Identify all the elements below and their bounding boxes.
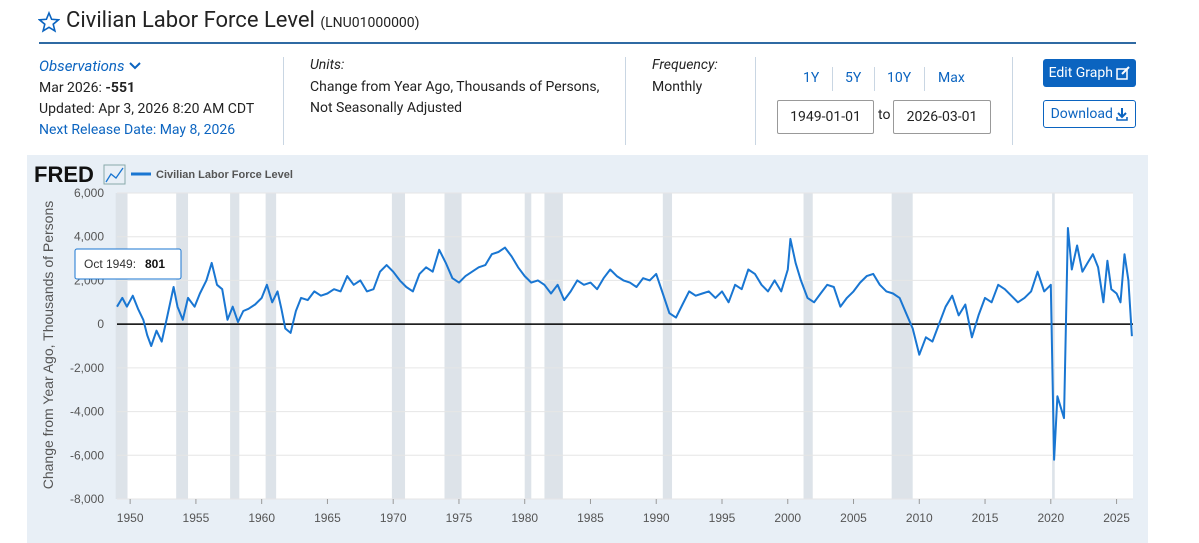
y-tick-label: 0 bbox=[97, 317, 104, 331]
recession-band bbox=[803, 193, 813, 499]
frequency-heading: Frequency: bbox=[652, 57, 718, 73]
recession-band bbox=[891, 193, 913, 499]
series-id: (LNU01000000) bbox=[320, 15, 420, 31]
edit-label: Edit Graph bbox=[1048, 65, 1113, 81]
edit-icon bbox=[1116, 66, 1131, 80]
logo-icon bbox=[105, 167, 124, 183]
latest-label: Mar 2026: bbox=[39, 80, 102, 96]
recession-band bbox=[176, 193, 189, 499]
x-tick-label: 1955 bbox=[183, 511, 210, 525]
y-tick-label: -4,000 bbox=[70, 405, 104, 419]
tooltip: Oct 1949: 801 bbox=[74, 248, 182, 280]
end-date[interactable]: 2026-03-01 bbox=[893, 100, 991, 134]
legend-label: Civilian Labor Force Level bbox=[156, 169, 293, 181]
x-tick-label: 1995 bbox=[709, 511, 736, 525]
header-rule bbox=[39, 42, 1136, 44]
tooltip-box bbox=[74, 248, 182, 280]
recession-band bbox=[115, 193, 128, 499]
brand-logo: FRED bbox=[34, 162, 94, 187]
observations-heading: Observations bbox=[39, 57, 125, 75]
range-button[interactable]: 5Y bbox=[845, 70, 862, 86]
download-label: Download bbox=[1050, 106, 1113, 122]
frequency-value: Monthly bbox=[652, 79, 703, 95]
x-tick-label: 2010 bbox=[906, 511, 933, 525]
updated: Updated: Apr 3, 2026 8:20 AM CDT bbox=[39, 101, 255, 117]
x-tick-label: 1950 bbox=[117, 511, 144, 525]
start-date[interactable]: 1949-01-01 bbox=[777, 100, 874, 134]
download-icon bbox=[1116, 107, 1129, 121]
plot-area bbox=[117, 193, 1133, 499]
range-separator: to bbox=[878, 107, 891, 123]
recession-band bbox=[265, 193, 277, 499]
x-tick-label: 1990 bbox=[643, 511, 670, 525]
tooltip-value: 801 bbox=[145, 257, 165, 271]
units-heading: Units: bbox=[310, 57, 345, 73]
x-tick-label: 1980 bbox=[511, 511, 538, 525]
x-tick-label: 1965 bbox=[314, 511, 341, 525]
y-tick-label: -6,000 bbox=[70, 448, 104, 462]
x-tick-label: 2020 bbox=[1037, 511, 1064, 525]
title: Civilian Labor Force Level (LNU01000000) bbox=[66, 8, 420, 33]
next-release[interactable]: Next Release Date: May 8, 2026 bbox=[39, 122, 236, 138]
logo-frame bbox=[103, 164, 126, 185]
x-tick-label: 2025 bbox=[1103, 511, 1130, 525]
recession-band bbox=[230, 193, 240, 499]
divider bbox=[283, 57, 284, 145]
divider bbox=[625, 57, 626, 145]
title-text: Civilian Labor Force Level bbox=[66, 8, 315, 33]
x-tick-label: 2005 bbox=[840, 511, 867, 525]
y-tick-label: -2,000 bbox=[70, 361, 104, 375]
x-tick-label: 1975 bbox=[446, 511, 473, 525]
y-tick-label: 6,000 bbox=[74, 186, 104, 200]
x-tick-label: 2000 bbox=[774, 511, 801, 525]
tooltip-label: Oct 1949: bbox=[84, 257, 136, 271]
series-line bbox=[116, 227, 1133, 461]
chevron bbox=[129, 62, 141, 70]
divider bbox=[755, 57, 756, 145]
divider bbox=[924, 67, 925, 91]
divider bbox=[874, 67, 875, 91]
recession-band bbox=[391, 193, 406, 499]
x-tick-label: 1985 bbox=[577, 511, 604, 525]
units-line: Not Seasonally Adjusted bbox=[310, 100, 463, 116]
latest: Mar 2026: -551 bbox=[39, 80, 135, 96]
y-tick-label: 4,000 bbox=[74, 230, 104, 244]
range-button[interactable]: 1Y bbox=[803, 70, 820, 86]
star-icon[interactable] bbox=[38, 11, 60, 33]
recession-band bbox=[444, 193, 462, 499]
recession-band bbox=[544, 193, 563, 499]
recession-band bbox=[524, 193, 532, 499]
range-button[interactable]: 10Y bbox=[887, 70, 912, 86]
y-tick-label: -8,000 bbox=[70, 492, 104, 506]
recession-band bbox=[662, 193, 673, 499]
x-tick-label: 1960 bbox=[248, 511, 275, 525]
divider bbox=[832, 67, 833, 91]
latest-value: -551 bbox=[105, 80, 136, 96]
download-button[interactable]: Download bbox=[1043, 100, 1136, 128]
divider bbox=[1012, 57, 1013, 145]
edit-graph-button[interactable]: Edit Graph bbox=[1043, 59, 1136, 87]
x-tick-label: 1970 bbox=[380, 511, 407, 525]
x-tick-label: 2015 bbox=[972, 511, 999, 525]
observations-toggle[interactable]: Observations bbox=[39, 57, 142, 75]
recession-band bbox=[1052, 193, 1055, 499]
y-axis-label: Change from Year Ago, Thousands of Perso… bbox=[40, 201, 56, 490]
units-line: Change from Year Ago, Thousands of Perso… bbox=[310, 79, 600, 95]
range-button[interactable]: Max bbox=[938, 70, 965, 86]
